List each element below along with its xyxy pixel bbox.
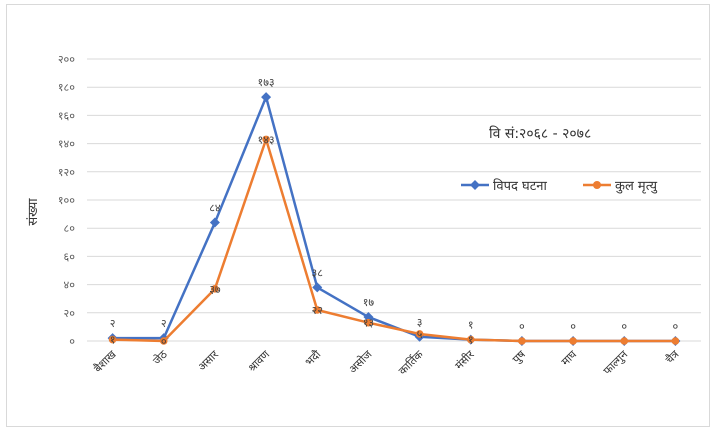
data-label-events: २	[110, 317, 116, 330]
data-point-deaths	[364, 318, 373, 327]
x-tick-label: असार	[195, 348, 221, 374]
data-label-deaths: १४३	[257, 133, 274, 146]
y-tick-label: १२०	[58, 166, 75, 179]
y-tick-label: १८०	[58, 81, 75, 94]
legend-marker-deaths	[593, 181, 601, 189]
y-tick-label: १६०	[58, 109, 75, 122]
data-label-events: १७३	[257, 76, 274, 89]
x-tick-label: पुष	[510, 347, 529, 366]
y-tick-label: ४०	[64, 279, 76, 292]
y-tick-label: १००	[58, 194, 75, 207]
data-point-deaths	[466, 335, 475, 344]
x-tick-label: मंसीर	[453, 348, 478, 373]
data-point-deaths	[671, 337, 680, 345]
x-tick-label: चैत्र	[663, 347, 682, 366]
data-point-events	[312, 282, 323, 293]
y-axis-ticks: ० २० ४० ६० ८० १०० १२० १४० १६० १८० २००	[58, 53, 75, 348]
y-tick-label: १४०	[58, 138, 75, 151]
y-tick-label: ६०	[64, 250, 76, 263]
y-tick-label: २०	[64, 307, 76, 320]
data-label-deaths: ३७	[209, 283, 221, 296]
x-axis-ticks: बैशाख जेठ असार श्रावण भदौ असोज कार्तिक मंसीर पुष…	[91, 347, 682, 377]
data-label-deaths: १	[110, 334, 116, 347]
chart-frame: ० २० ४० ६० ८० १०० १२० १४० १६० १८० २०० बैशाख जेठ असार…	[6, 4, 710, 427]
data-point-deaths	[620, 337, 629, 345]
series-line-deaths	[112, 138, 676, 343]
data-point-events	[209, 217, 220, 228]
y-axis-label: संख्या	[26, 198, 41, 226]
x-tick-label: भदौ	[303, 348, 324, 369]
legend-label-events: विपद घटना	[493, 178, 547, 194]
x-tick-label: कार्तिक	[396, 348, 426, 378]
y-tick-label: ८०	[64, 222, 76, 235]
x-tick-label: श्रावण	[246, 347, 273, 374]
series-group	[107, 92, 681, 346]
data-label-deaths: ५	[417, 328, 423, 341]
data-label-events: ३	[417, 316, 423, 329]
data-point-events	[261, 92, 272, 103]
data-label-deaths: १३	[363, 317, 374, 330]
x-tick-label: जेठ	[150, 348, 170, 368]
data-point-events	[363, 312, 374, 323]
data-label-events: ०	[570, 320, 576, 333]
data-label-events: ८४	[209, 202, 221, 215]
data-label-events: १	[468, 319, 474, 332]
data-label-events: ३८	[312, 266, 324, 279]
chart-annotation: वि सं:२०६८ - २०७८	[489, 125, 591, 142]
data-point-deaths	[108, 335, 117, 344]
data-label-events: ०	[673, 320, 679, 333]
y-tick-label: २००	[58, 53, 75, 66]
data-point-deaths	[415, 330, 424, 338]
data-label-events: १७	[363, 296, 375, 309]
data-label-events: ०	[621, 320, 627, 333]
legend-label-deaths: कुल मृत्यु	[615, 179, 658, 194]
gridlines	[87, 58, 701, 342]
legend: विपद घटना कुल मृत्यु	[461, 178, 658, 194]
data-label-events: ०	[519, 320, 525, 333]
data-point-deaths	[262, 135, 270, 144]
data-label-deaths: १	[468, 334, 474, 347]
legend-marker-events	[470, 180, 480, 190]
data-label-events: २	[161, 317, 167, 330]
data-point-deaths	[518, 337, 526, 345]
x-tick-label: असोज	[346, 347, 375, 376]
x-tick-label: फाल्गुन	[601, 347, 631, 377]
data-point-deaths	[211, 285, 219, 293]
data-point-deaths	[313, 306, 322, 314]
data-point-deaths	[569, 337, 577, 345]
data-point-deaths	[159, 337, 168, 345]
x-tick-label: माघ	[559, 348, 580, 369]
data-label-deaths: ०	[161, 335, 167, 348]
y-tick-label: ०	[69, 335, 75, 348]
x-tick-label: बैशाख	[91, 347, 119, 375]
data-label-deaths: २२	[312, 304, 323, 317]
